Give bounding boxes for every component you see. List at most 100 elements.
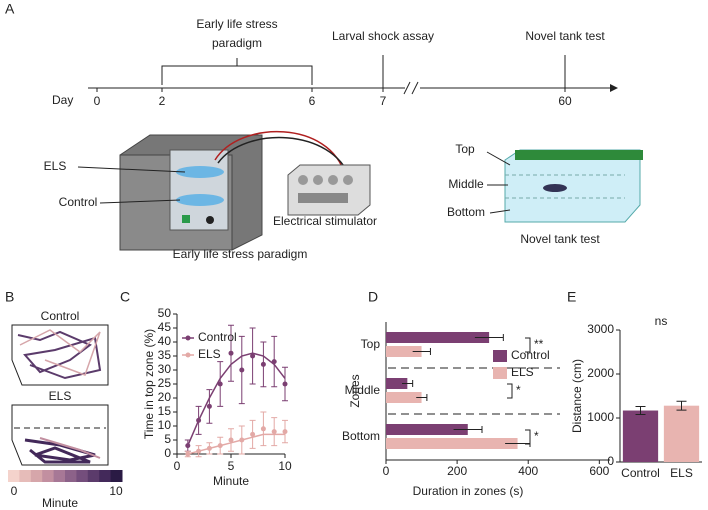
data-point xyxy=(206,403,212,409)
colorbar-tick-label: 10 xyxy=(109,484,123,498)
legend-label: ELS xyxy=(511,365,534,379)
illustration-label: Middle xyxy=(448,177,484,191)
heatmap-boxes xyxy=(11,324,109,466)
data-point xyxy=(271,429,277,435)
data-point xyxy=(185,443,191,449)
day-label: 60 xyxy=(558,94,572,108)
significance-bracket xyxy=(507,383,513,399)
x-tick-label: 600 xyxy=(589,464,609,478)
error-bar xyxy=(453,426,483,433)
y-tick-label: 30 xyxy=(158,362,172,376)
group-label: Control xyxy=(41,309,80,323)
y-tick-label: Top xyxy=(361,337,381,351)
y-tick-label: 3000 xyxy=(587,322,614,336)
x-axis-label: Duration in zones (s) xyxy=(413,484,524,498)
bar xyxy=(386,424,468,435)
data-point xyxy=(239,367,245,373)
data-point xyxy=(282,429,288,435)
illustration-label: Electrical stimulator xyxy=(273,214,377,228)
y-tick-label: 45 xyxy=(158,320,172,334)
day-label: 0 xyxy=(94,94,101,108)
data-point xyxy=(228,437,234,443)
data-point xyxy=(206,445,212,451)
event-label: Early life stress xyxy=(196,17,277,31)
y-tick-label: 40 xyxy=(158,334,172,348)
y-axis-label: Distance (cm) xyxy=(570,359,584,433)
colorbar-swatch xyxy=(42,470,55,482)
colorbar-swatch xyxy=(65,470,77,482)
y-tick-label: 50 xyxy=(158,306,172,320)
significance-label: * xyxy=(534,429,539,443)
error-bar xyxy=(676,400,687,411)
legend-swatch xyxy=(493,367,507,379)
y-tick-label: 0 xyxy=(164,446,171,460)
error-bar xyxy=(635,406,646,415)
y-tick-label: 20 xyxy=(158,390,172,404)
colorbar-swatch xyxy=(53,470,66,482)
error-bar xyxy=(416,394,428,401)
bar xyxy=(386,438,518,449)
data-point xyxy=(196,417,202,423)
x-tick-label: 5 xyxy=(228,459,235,473)
panel-label: A xyxy=(5,1,15,17)
timeline-label: Day xyxy=(52,93,73,107)
data-point xyxy=(260,426,266,432)
fit-line xyxy=(187,352,286,446)
data-point xyxy=(250,431,256,437)
stimulator xyxy=(287,164,371,216)
colorbar-swatch xyxy=(30,470,43,482)
day-label: 6 xyxy=(309,94,316,108)
illustration-label: Bottom xyxy=(447,205,485,219)
colorbar-swatch xyxy=(87,470,100,482)
significance-bracket xyxy=(525,337,531,353)
x-tick-label: 0 xyxy=(383,464,390,478)
y-tick-label: 10 xyxy=(158,418,172,432)
error-bar xyxy=(402,380,414,387)
data-point xyxy=(271,359,277,365)
annotation: ns xyxy=(655,314,668,328)
data-point xyxy=(217,443,223,449)
x-axis-label: Minute xyxy=(213,474,249,488)
incubator xyxy=(77,131,351,251)
y-tick-label: 15 xyxy=(158,404,172,418)
data-point xyxy=(217,381,223,387)
data-point xyxy=(228,350,234,356)
data-point xyxy=(282,381,288,387)
colorbar-swatch xyxy=(110,470,123,482)
data-point xyxy=(196,448,202,454)
significance-bracket xyxy=(525,429,531,445)
x-tick-label: ELS xyxy=(670,466,693,480)
legend-swatch xyxy=(493,350,507,362)
event-label: paradigm xyxy=(212,36,262,50)
illustration-label: Control xyxy=(59,195,98,209)
fit-line xyxy=(187,433,285,455)
bar xyxy=(622,410,659,462)
x-tick-label: 0 xyxy=(174,459,181,473)
panel-label: B xyxy=(5,289,14,305)
legend-label: Control xyxy=(511,348,550,362)
bar xyxy=(386,346,422,357)
colorbar-label: Minute xyxy=(42,496,78,510)
panel-label: E xyxy=(567,289,576,305)
bar xyxy=(663,405,700,462)
legend-marker xyxy=(185,335,191,341)
y-tick-label: 35 xyxy=(158,348,172,362)
legend-marker xyxy=(185,352,191,358)
event-label: Novel tank test xyxy=(525,29,605,43)
data-point xyxy=(260,361,266,367)
timeline xyxy=(88,55,618,95)
colorbar-swatch xyxy=(8,470,20,482)
x-tick-label: 10 xyxy=(278,459,292,473)
data-point xyxy=(250,353,256,359)
y-tick-label: 2000 xyxy=(587,366,614,380)
colorbar-swatch xyxy=(76,470,89,482)
significance-label: * xyxy=(516,383,521,397)
illustration-caption: Early life stress paradigm xyxy=(173,247,308,261)
illustration-label: ELS xyxy=(44,159,67,173)
group-label: ELS xyxy=(49,389,72,403)
data-point xyxy=(185,451,191,457)
y-tick-label: 25 xyxy=(158,376,172,390)
y-axis-label: Time in top zone (%) xyxy=(142,329,156,439)
tank xyxy=(486,149,643,223)
